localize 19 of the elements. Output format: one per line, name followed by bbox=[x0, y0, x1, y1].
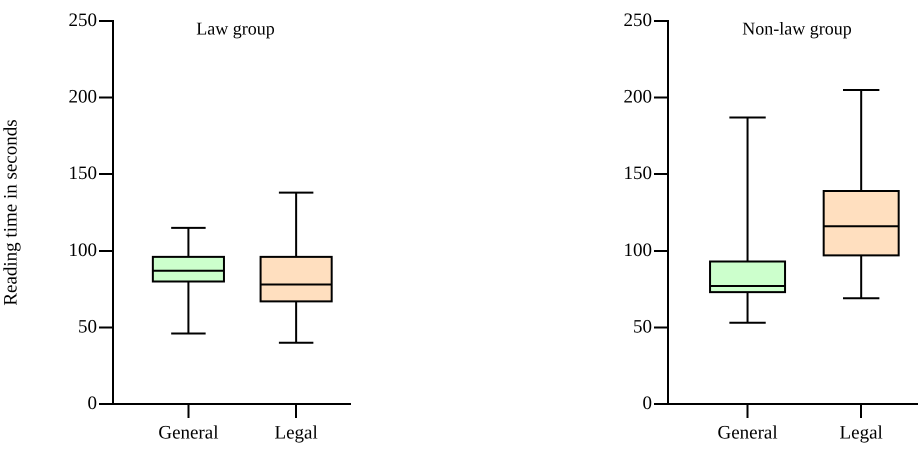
y-tick-label: 250 bbox=[68, 10, 97, 31]
y-tick-label: 250 bbox=[624, 10, 652, 31]
y-tick-label: 200 bbox=[624, 86, 652, 108]
y-tick-label: 50 bbox=[78, 316, 97, 338]
chart-title: Non-law group bbox=[742, 18, 852, 39]
y-tick-label: 50 bbox=[633, 316, 652, 338]
x-tick-label: General bbox=[158, 422, 218, 444]
y-tick-label: 150 bbox=[68, 163, 97, 184]
y-tick-label: 0 bbox=[642, 392, 652, 414]
x-tick-label: Legal bbox=[840, 422, 883, 444]
chart-title: Law group bbox=[196, 18, 275, 39]
y-axis-title: Reading time in seconds bbox=[0, 119, 22, 306]
y-tick-label: 0 bbox=[88, 392, 97, 414]
x-tick-label: Legal bbox=[274, 422, 318, 444]
y-tick-label: 150 bbox=[624, 163, 652, 184]
y-tick-label: 100 bbox=[624, 240, 652, 261]
y-tick-label: 100 bbox=[68, 240, 97, 261]
y-tick-label: 200 bbox=[68, 86, 97, 108]
x-tick-label: General bbox=[717, 422, 778, 444]
